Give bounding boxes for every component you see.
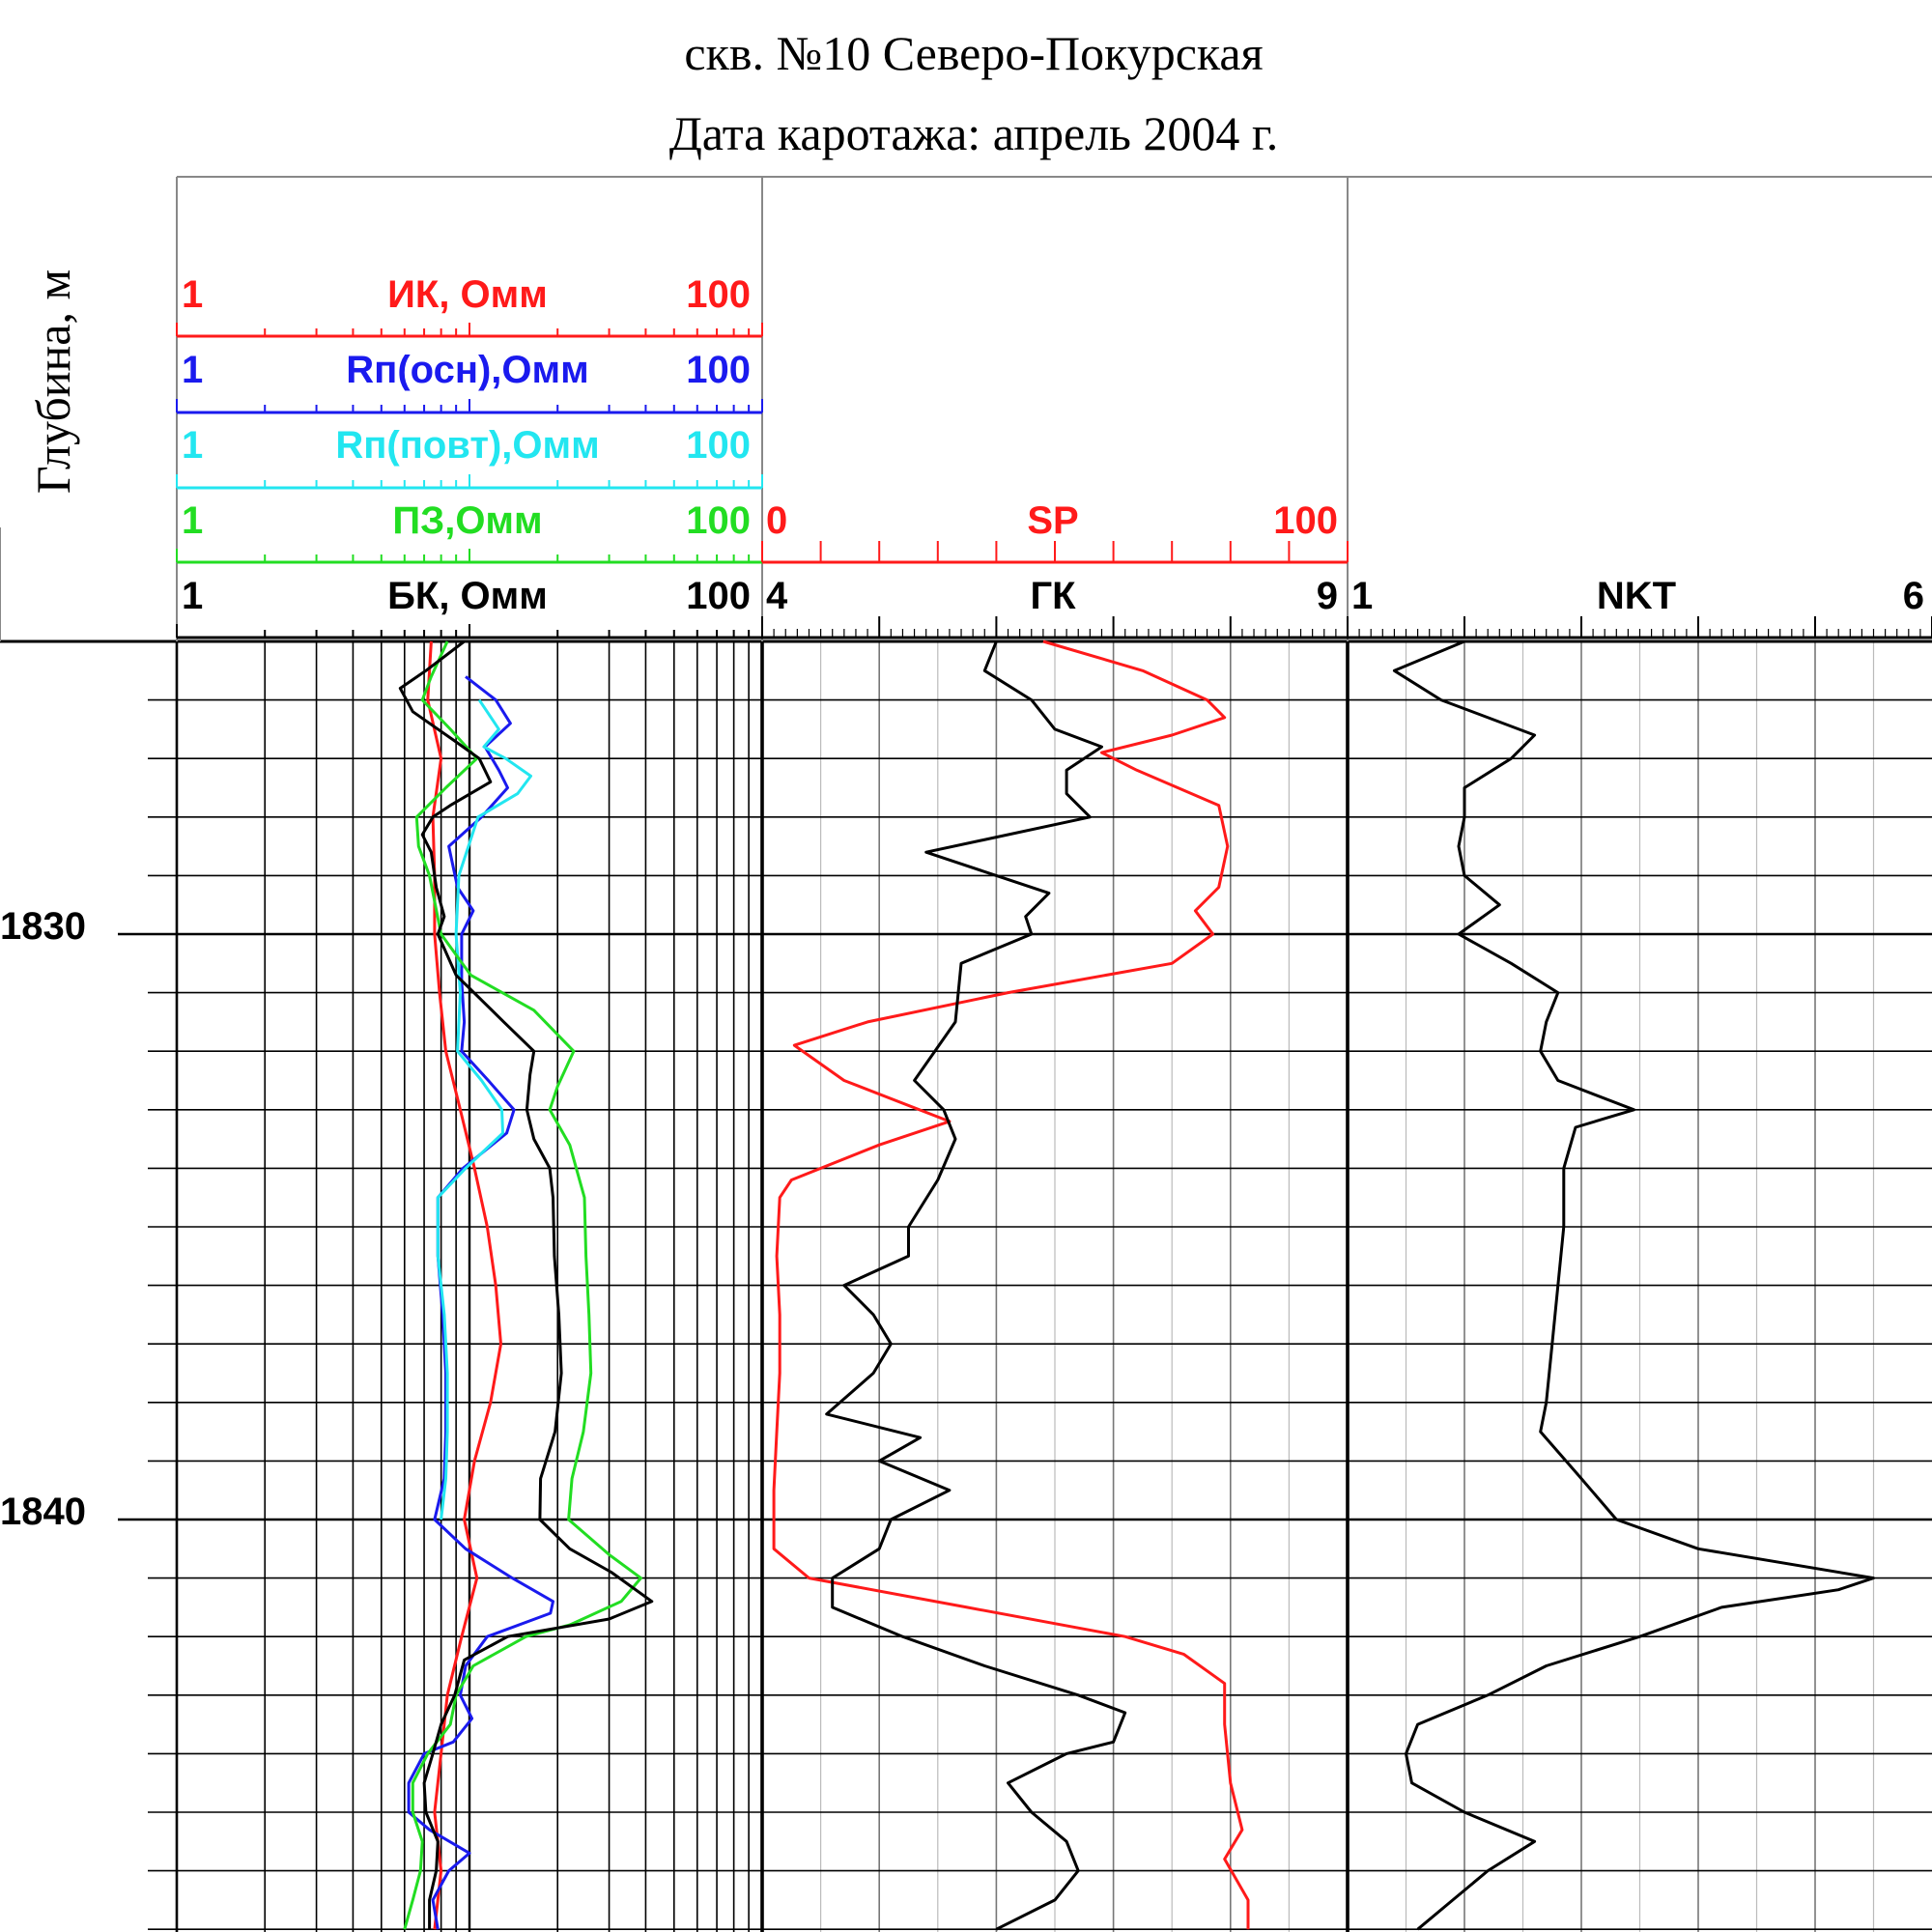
scale-min-gk: 4: [766, 575, 788, 617]
scale-rp-osn: 1 Rп(осн),Омм 100: [176, 349, 763, 414]
scale-max-nkt: 6: [1903, 575, 1924, 617]
curve-gk: [825, 640, 1127, 1931]
scale-max-rp-osn: 100: [686, 349, 751, 391]
depth-tick-label-1830: 1830: [0, 905, 86, 948]
curve-rp_povt: [436, 698, 532, 1520]
scale-min-rp-osn: 1: [182, 349, 203, 391]
curve-bk: [398, 639, 654, 1930]
scale-min-sp: 0: [766, 499, 787, 542]
grid: [118, 641, 1932, 1932]
chart-title: скв. №10 Северо-Покурская: [684, 26, 1263, 80]
scale-pz: 1 ПЗ,Омм 100: [176, 499, 763, 564]
scale-nkt: 1 NKT 6: [1347, 575, 1932, 639]
scale-max-bk: 100: [686, 575, 751, 617]
scale-ik: 1 ИК, Омм 100: [176, 273, 763, 338]
scale-rp-povt: 1 Rп(повт),Омм 100: [176, 424, 763, 490]
scale-gk: 4 ГК 9: [761, 575, 1349, 639]
scale-label-gk: ГК: [1030, 575, 1076, 617]
scale-max-sp: 100: [1273, 499, 1338, 542]
log-curves: [398, 639, 1875, 1931]
scale-min-pz: 1: [182, 499, 203, 542]
scale-label-sp: SP: [1027, 499, 1078, 542]
scale-max-gk: 9: [1317, 575, 1338, 617]
scale-sp: 0 SP 100: [761, 499, 1349, 564]
curve-pz: [403, 640, 642, 1930]
scale-label-ik: ИК, Омм: [387, 273, 548, 316]
track-frames: [0, 176, 1932, 1932]
depth-axis-label: Глубина, м: [26, 270, 80, 494]
scale-min-nkt: 1: [1351, 575, 1373, 617]
curve-sp: [772, 639, 1250, 1930]
scale-label-rp-povt: Rп(повт),Омм: [335, 424, 599, 467]
scale-bk: 1 БК, Омм 100: [176, 575, 763, 639]
chart-subtitle: Дата каротажа: апрель 2004 г.: [669, 106, 1279, 160]
scale-label-nkt: NKT: [1597, 575, 1676, 617]
header-nkt: 1 NKT 6: [1347, 575, 1932, 639]
scale-label-rp-osn: Rп(осн),Омм: [346, 349, 588, 391]
depth-tick-label-1840: 1840: [0, 1491, 86, 1533]
scale-max-pz: 100: [686, 499, 751, 542]
scale-max-rp-povt: 100: [686, 424, 751, 467]
curve-nkt: [1392, 639, 1875, 1931]
header-resistivity: 1 ИК, Омм 100 1 Rп(осн),Омм 100 1 Rп(пов…: [176, 273, 763, 639]
scale-max-ik: 100: [686, 273, 751, 316]
scale-label-bk: БК, Омм: [387, 575, 548, 617]
scale-min-ik: 1: [182, 273, 203, 316]
curve-rp_osn: [407, 675, 554, 1930]
scale-label-pz: ПЗ,Омм: [392, 499, 542, 542]
scale-min-bk: 1: [182, 575, 203, 617]
scale-min-rp-povt: 1: [182, 424, 203, 467]
header-gk-sp: 0 SP 100 4 ГК 9: [761, 499, 1349, 639]
